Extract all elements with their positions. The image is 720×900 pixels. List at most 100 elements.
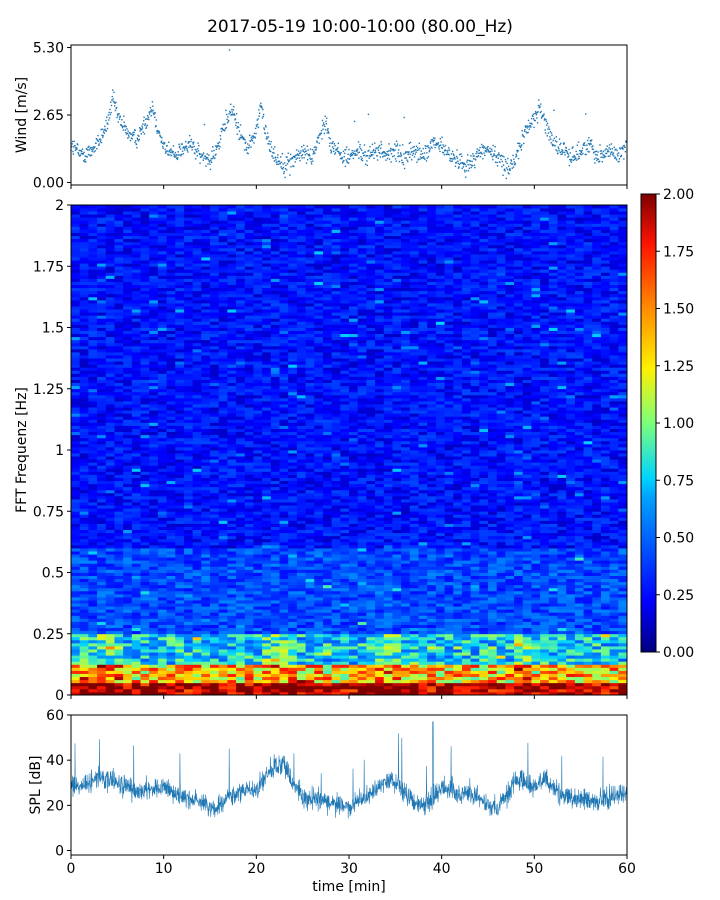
heatmap-cell [149, 554, 159, 558]
wind-point [388, 154, 390, 157]
heatmap-cell [349, 600, 359, 604]
heatmap-cell [427, 664, 437, 668]
heatmap-cell [375, 526, 385, 531]
heatmap-cell [314, 526, 324, 531]
heatmap-cell [79, 667, 89, 671]
wind-point [99, 138, 101, 140]
heatmap-cell [583, 529, 593, 534]
heatmap-cell [296, 649, 306, 653]
heatmap-cell [270, 621, 280, 625]
heatmap-cell [427, 581, 437, 586]
heatmap-cell [600, 688, 611, 693]
heatmap-cell [583, 603, 593, 607]
heatmap-cell [340, 557, 350, 561]
heatmap-cell [157, 618, 167, 622]
heatmap-cell [340, 526, 350, 531]
wind-point [162, 141, 165, 144]
heatmap-cell [183, 691, 194, 696]
heatmap-cell [470, 639, 480, 644]
heatmap-cell [340, 529, 350, 534]
heatmap-cell [366, 603, 376, 607]
heatmap-cell [236, 551, 246, 555]
heatmap-cell [253, 661, 263, 665]
wind-point [611, 148, 614, 150]
heatmap-cell [279, 652, 289, 656]
wind-point [269, 150, 271, 152]
heatmap-cell [418, 584, 428, 589]
heatmap-cell [183, 646, 194, 650]
heatmap-cell [227, 621, 237, 625]
heatmap-cell [105, 652, 115, 656]
wind-point [421, 152, 424, 155]
heatmap-cell [331, 618, 341, 622]
heatmap-cell [514, 627, 524, 632]
wind-point [308, 154, 310, 157]
heatmap-cell [236, 621, 246, 625]
heatmap-cell [461, 627, 472, 632]
heatmap-cell [253, 523, 263, 527]
heatmap-cell [149, 642, 159, 647]
heatmap-cell [435, 618, 445, 622]
heatmap-cell [557, 548, 567, 552]
heatmap-cell [227, 563, 237, 567]
heatmap-cell [253, 587, 263, 592]
heatmap-cell [548, 639, 558, 644]
heatmap-cell [453, 587, 463, 592]
heatmap-cell [488, 566, 498, 570]
wind-point [145, 127, 147, 129]
wind-point [395, 145, 397, 147]
heatmap-cell [236, 566, 246, 570]
wind-point [324, 125, 326, 128]
heatmap-cell [218, 636, 228, 641]
wind-point [310, 163, 313, 165]
heatmap-cell [236, 642, 246, 647]
heatmap-cell [244, 575, 254, 580]
wind-point [236, 133, 239, 135]
heatmap-cell [357, 581, 367, 586]
heatmap-cell [322, 554, 333, 558]
heatmap-cell [322, 569, 333, 573]
wind-point [292, 155, 295, 158]
heatmap-cell [435, 593, 445, 598]
wind-point [415, 148, 417, 151]
heatmap-cell [253, 551, 263, 555]
heatmap-cell [314, 679, 324, 684]
heatmap-cell [192, 661, 202, 665]
heatmap-cell [314, 621, 324, 625]
heatmap-cell [366, 652, 376, 656]
heatmap-cell [366, 609, 376, 613]
heatmap-cell [574, 627, 584, 632]
wind-point [307, 153, 310, 156]
wind-point [592, 145, 594, 147]
heatmap-cell [140, 664, 150, 668]
heatmap-cell [531, 548, 541, 552]
heatmap-cell [409, 563, 419, 567]
heatmap-cell [496, 670, 506, 674]
heatmap-cell [340, 572, 350, 576]
heatmap-cell [192, 688, 202, 693]
heatmap-cell [583, 655, 593, 659]
heatmap-cell [609, 633, 619, 638]
heatmap-cell [557, 612, 567, 616]
wind-point [368, 157, 370, 159]
wind-point [283, 162, 286, 164]
heatmap-cell [453, 673, 463, 678]
heatmap-cell [340, 661, 350, 665]
heatmap-cell [453, 624, 463, 629]
heatmap-cell [470, 691, 480, 696]
heatmap-cell [357, 544, 367, 549]
heatmap-cell [618, 563, 628, 567]
heatmap-cell [366, 664, 376, 668]
wind-point [337, 146, 339, 149]
wind-point [625, 141, 627, 143]
wind-point [535, 114, 538, 116]
heatmap-cell [175, 603, 185, 607]
heatmap-cell [470, 670, 480, 674]
wind-point [159, 134, 161, 137]
heatmap-cell [210, 688, 220, 693]
heatmap-cell [435, 646, 445, 650]
wind-point [394, 149, 396, 151]
heatmap-cell [166, 646, 176, 650]
heatmap-cell [392, 560, 402, 564]
heatmap-cell [157, 655, 167, 659]
